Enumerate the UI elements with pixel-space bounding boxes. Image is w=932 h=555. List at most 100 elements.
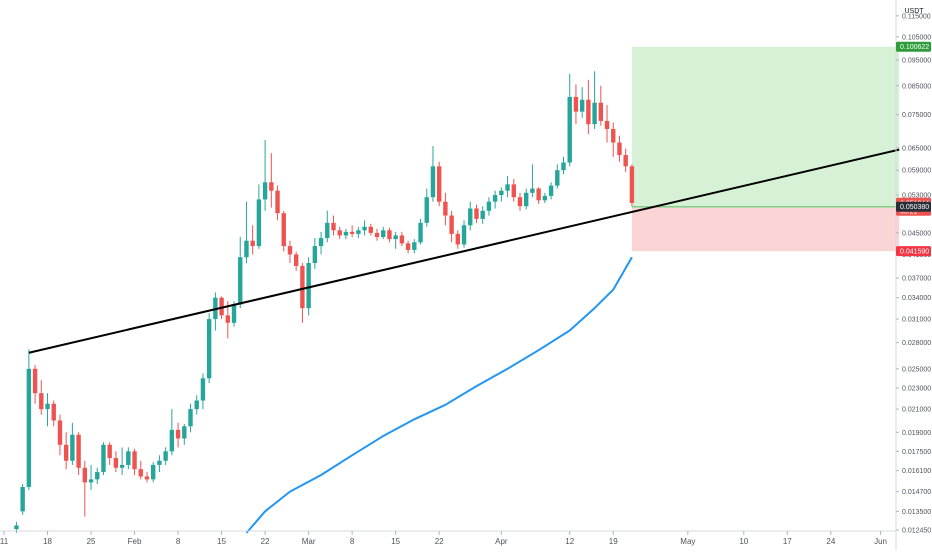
x-tick-label: 10 (739, 537, 748, 546)
candle-body (424, 197, 429, 223)
candle-body (219, 297, 224, 316)
x-tick-label: Feb (128, 537, 142, 546)
candle-body (318, 238, 324, 247)
candle-body (275, 190, 280, 214)
candle-up (101, 442, 106, 475)
candle-body (231, 304, 237, 323)
candle-body (511, 184, 516, 198)
candle-up (424, 188, 429, 227)
y-tick-label: 0.085000 (902, 83, 931, 90)
x-tick-label: 8 (176, 537, 181, 546)
candle-down (300, 263, 305, 323)
candle-up (157, 455, 162, 473)
candle-down (337, 226, 342, 240)
candle-body (598, 102, 604, 121)
candle-body (499, 190, 504, 196)
candle-up (325, 210, 330, 243)
candle-body (331, 222, 336, 231)
candle-down (623, 148, 628, 173)
candle-body (82, 467, 88, 483)
target-price-tag: 0.100622 (896, 41, 931, 52)
candle-body (480, 210, 485, 219)
x-tick-label: 24 (826, 537, 835, 546)
y-tick-label: 0.019000 (902, 430, 931, 437)
candle-body (256, 199, 262, 247)
candle-body (244, 240, 249, 258)
candle-up (555, 164, 560, 189)
moving-average-line (245, 256, 633, 534)
candle-down (175, 422, 181, 448)
candle-down (331, 215, 336, 236)
candle-up (461, 220, 467, 248)
candle-up (312, 238, 318, 269)
candle-up (530, 164, 535, 198)
stop-tag-background (896, 246, 931, 257)
candle-body (548, 185, 554, 196)
x-tick-label: Mar (302, 537, 316, 546)
candle-up (188, 403, 193, 433)
y-tick-label: 0.034000 (902, 295, 931, 302)
candle-down (113, 451, 119, 473)
candle-body (194, 400, 199, 410)
candle-body (368, 226, 373, 233)
candle-body (88, 479, 94, 483)
candle-body (617, 142, 622, 156)
candle-up (26, 349, 32, 491)
candle-body (436, 166, 442, 202)
candle-up (182, 423, 187, 445)
x-tick-label: 25 (87, 537, 96, 546)
candle-down (455, 230, 461, 249)
candle-down (144, 472, 150, 483)
y-tick-label: 0.023000 (902, 386, 931, 393)
candle-body (206, 319, 212, 379)
candle-body (157, 460, 162, 465)
candle-up (480, 206, 485, 224)
candle-body (492, 195, 498, 202)
candle-up (567, 73, 572, 167)
candle-up (119, 447, 125, 475)
y-tick-label: 0.013500 (902, 509, 931, 516)
candle-up (362, 220, 367, 236)
candle-down (399, 231, 405, 247)
candle-up (200, 373, 206, 410)
y-tick-label: 0.045000 (902, 230, 931, 237)
candle-down (436, 161, 442, 207)
currency-label: USDT (904, 8, 924, 15)
candle-down (511, 179, 516, 202)
moving-average (245, 256, 633, 534)
candle-down (225, 301, 231, 339)
candle-body (505, 184, 510, 191)
candle-body (430, 166, 436, 198)
stop-price-tag: 0.041590 (896, 246, 931, 257)
y-tick-label: 0.075000 (902, 112, 931, 119)
candle-up (561, 156, 566, 175)
candle-body (349, 231, 355, 234)
candle-body (175, 429, 181, 439)
candle-down (51, 400, 56, 427)
candle-body (586, 99, 591, 125)
candle-up (256, 184, 262, 249)
candle-body (474, 208, 479, 219)
candle-body (312, 246, 318, 264)
candle-down (586, 79, 591, 134)
candle-body (592, 102, 597, 125)
y-tick-label: 0.031000 (902, 317, 931, 324)
x-tick-label: 18 (43, 537, 52, 546)
candle-body (182, 426, 187, 439)
candle-body (399, 235, 405, 244)
candle-body (629, 166, 635, 204)
candle-up (592, 71, 597, 130)
y-tick-label: 0.014700 (902, 489, 931, 496)
x-tick-label: 22 (435, 537, 444, 546)
candle-body (393, 235, 398, 240)
candle-down (573, 84, 579, 125)
candle-down (443, 192, 448, 226)
candle-body (287, 246, 293, 255)
candle-up (356, 226, 361, 239)
candle-body (449, 215, 454, 234)
x-tick-label: Apr (495, 537, 508, 546)
candle-body (300, 265, 305, 309)
